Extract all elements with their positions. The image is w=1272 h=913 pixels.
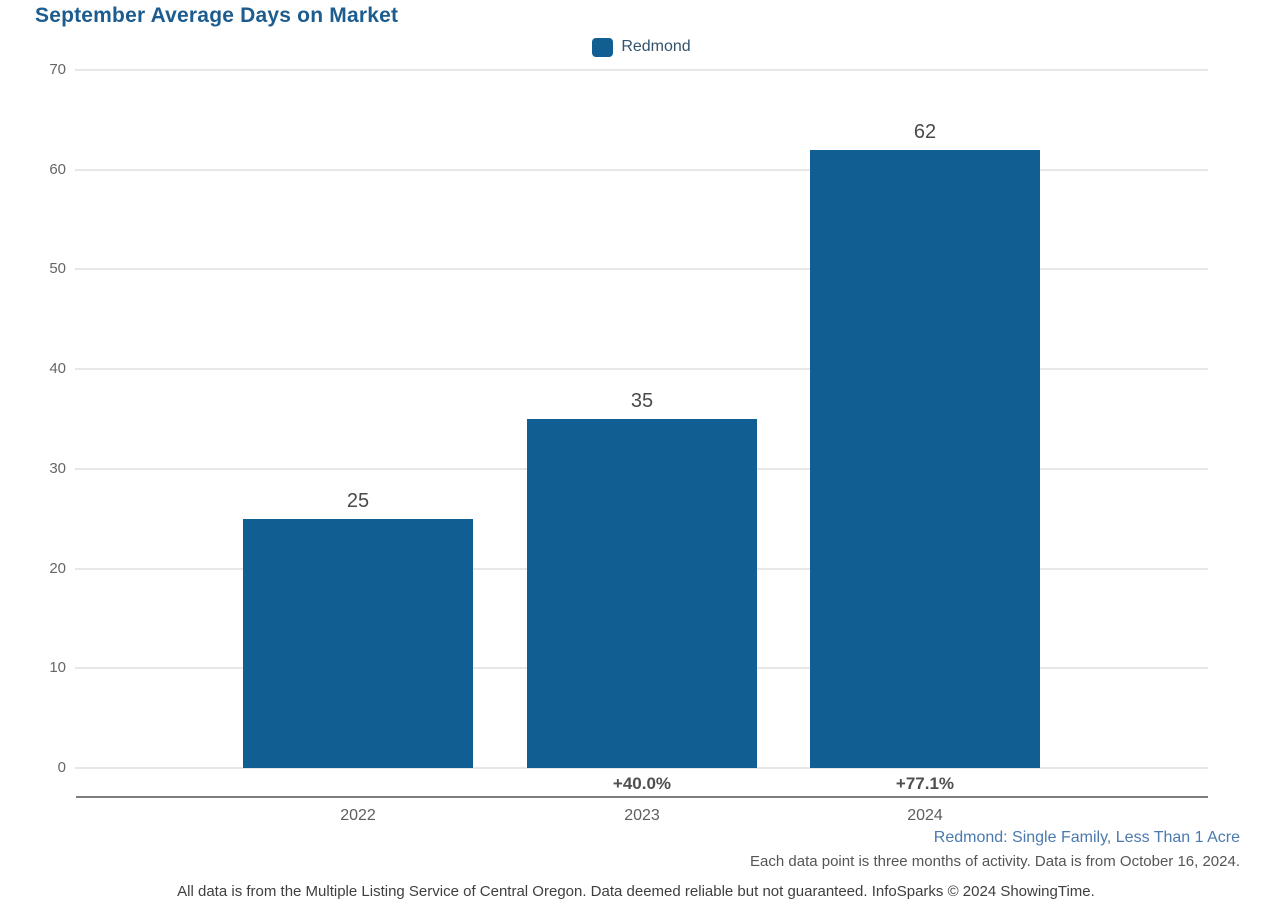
gridline [75,767,1208,769]
legend[interactable]: Redmond [75,36,1208,58]
legend-swatch-icon [592,37,614,57]
legend-label: Redmond [621,38,691,55]
y-tick-label: 10 [49,659,66,676]
data-note: Each data point is three months of activ… [750,853,1240,870]
bar-value-label: 62 [913,121,937,143]
chart-title: September Average Days on Market [35,4,399,27]
bar-2023[interactable] [527,419,757,768]
bar-2024[interactable] [810,150,1040,768]
x-axis-label-2024: 2024 [907,807,943,824]
y-tick-label: 30 [49,460,66,477]
y-tick-label: 40 [49,360,66,377]
x-axis-label-2022: 2022 [340,807,376,824]
y-tick-label: 70 [49,61,66,78]
bar-value-label: 35 [630,390,654,412]
x-axis-line [76,796,1208,798]
x-axis-label-2023: 2023 [624,807,660,824]
gridline [75,69,1208,71]
y-tick-label: 50 [49,260,66,277]
bar-value-label: 25 [346,490,370,512]
y-tick-label: 20 [49,560,66,577]
bar-2022[interactable] [243,519,473,768]
pct-change-label: +77.1% [895,774,955,793]
series-description: Redmond: Single Family, Less Than 1 Acre [933,829,1240,846]
disclaimer: All data is from the Multiple Listing Se… [177,883,1095,900]
gridline [75,169,1208,171]
y-tick-label: 60 [49,161,66,178]
y-tick-label: 0 [57,759,66,776]
gridline [75,268,1208,270]
gridline [75,368,1208,370]
pct-change-label: +40.0% [612,774,672,793]
